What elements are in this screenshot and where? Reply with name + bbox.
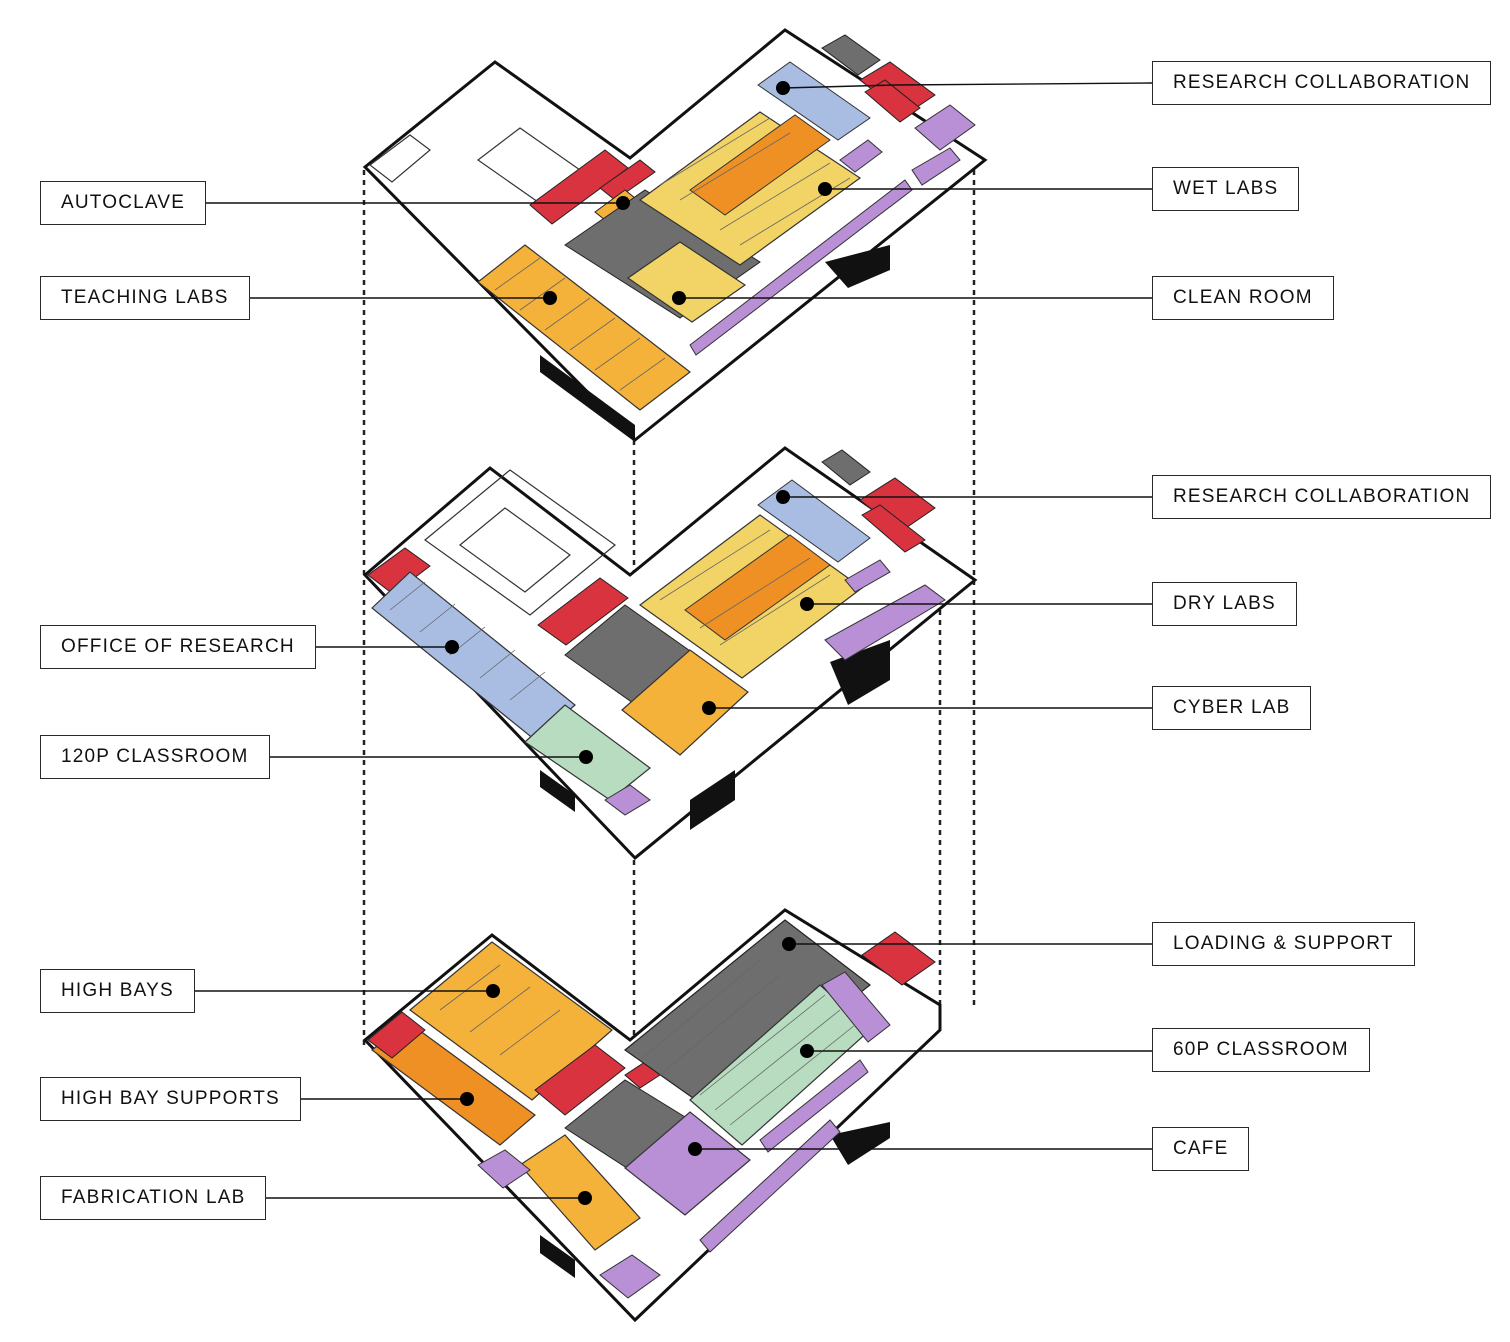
label-high-bay-supports: HIGH BAY SUPPORTS <box>40 1077 301 1121</box>
middle-office-research-area <box>371 571 576 741</box>
middle-floor-plan <box>362 446 978 861</box>
label-clean-room: CLEAN ROOM <box>1152 276 1334 320</box>
leader-lines <box>191 82 1153 1199</box>
label-loading-support: LOADING & SUPPORT <box>1152 922 1415 966</box>
leader-dots <box>445 81 832 1205</box>
label-60p-classroom: 60P CLASSROOM <box>1152 1028 1370 1072</box>
label-dry-labs: DRY LABS <box>1152 582 1297 626</box>
upper-research-collab-area <box>757 61 871 141</box>
upper-teaching-labs-area <box>477 244 691 411</box>
ground-cafe-area <box>624 1111 751 1216</box>
upper-floor-plan <box>362 28 988 443</box>
label-fabrication-lab: FABRICATION LAB <box>40 1176 267 1220</box>
label-research-collaboration-middle: RESEARCH COLLABORATION <box>1152 475 1492 519</box>
label-cyber-lab: CYBER LAB <box>1152 686 1312 730</box>
ground-loading-support-area <box>624 919 871 1111</box>
label-high-bays: HIGH BAYS <box>40 969 195 1013</box>
label-wet-labs: WET LABS <box>1152 167 1300 211</box>
middle-cyber-lab-area <box>621 649 749 756</box>
label-research-collaboration-upper: RESEARCH COLLABORATION <box>1152 61 1492 105</box>
label-office-of-research: OFFICE OF RESEARCH <box>40 625 316 669</box>
ground-floor-plan <box>362 908 942 1323</box>
ground-high-bays-area <box>409 941 613 1101</box>
upper-clean-room-area <box>626 241 747 323</box>
label-autoclave: AUTOCLAVE <box>40 181 207 225</box>
label-teaching-labs: TEACHING LABS <box>40 276 250 320</box>
label-cafe: CAFE <box>1152 1127 1250 1171</box>
label-120p-classroom: 120P CLASSROOM <box>40 735 270 779</box>
ground-fabrication-lab-area <box>519 1134 641 1251</box>
